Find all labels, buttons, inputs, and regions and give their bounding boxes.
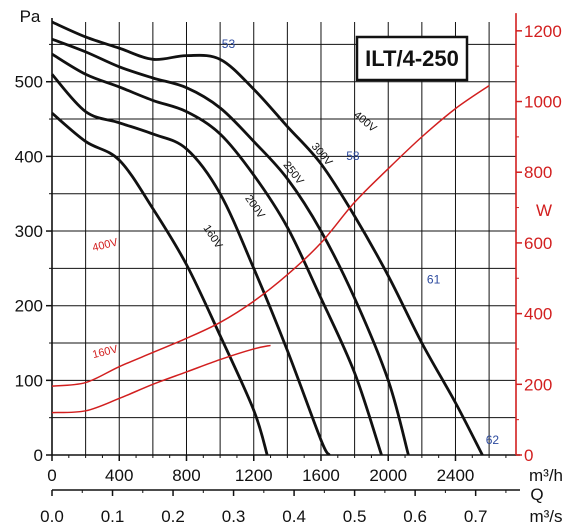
- y-right-tick-label: 600: [524, 234, 552, 253]
- y-left-axis-label: Pa: [20, 7, 41, 26]
- y-left-tick-label: 100: [15, 371, 43, 390]
- pressure-curve-160V: [51, 112, 269, 456]
- title-box: ILT/4-250: [355, 35, 469, 82]
- x-top-tick-label: 1600: [302, 466, 340, 485]
- x-bottom-tick-label: 0.5: [343, 507, 367, 526]
- point-label-61: 61: [427, 272, 441, 286]
- power-label-400V: 400V: [91, 236, 119, 254]
- x-top-tick-label: 400: [105, 466, 133, 485]
- x-top-tick-label: 1200: [235, 466, 273, 485]
- pressure-curve-300V: [51, 37, 410, 456]
- point-label-58: 58: [346, 149, 360, 163]
- x-bottom-tick-label: 0.7: [464, 507, 488, 526]
- x-top-tick-label: 0: [47, 466, 56, 485]
- x-bottom-tick-label: 0.4: [282, 507, 306, 526]
- y-right-axis-label: W: [536, 201, 552, 220]
- y-right-tick-label: 0: [524, 446, 533, 465]
- chart-title: ILT/4-250: [365, 46, 459, 71]
- y-right-tick-label: 1000: [524, 93, 562, 112]
- curve-label-160V: 160V: [201, 223, 225, 252]
- x-bottom-tick-label: 0.6: [403, 507, 427, 526]
- power-curve-400V: [51, 85, 490, 387]
- curve-label-200V: 200V: [242, 193, 267, 221]
- x-top-axis-label: m³/h: [529, 466, 563, 485]
- title-frame: [355, 35, 469, 82]
- y-right-tick-label: 1200: [524, 22, 562, 41]
- power-curve-160V: [51, 344, 271, 414]
- x-bottom-tick-label: 0.0: [40, 507, 64, 526]
- x-top-tick-label: 800: [172, 466, 200, 485]
- pressure-curve-250V: [51, 52, 383, 456]
- power-label-160V: 160V: [91, 343, 119, 361]
- curve-label-400V: 400V: [351, 109, 379, 135]
- pressure-curve-200V: [50, 73, 331, 456]
- y-right-tick-label: 800: [524, 163, 552, 182]
- x-top-tick-label: 2000: [369, 466, 407, 485]
- y-left-tick-label: 300: [15, 222, 43, 241]
- pressure-curves: [50, 20, 484, 456]
- grid: [52, 22, 516, 455]
- x-bottom-tick-label: 0.3: [222, 507, 246, 526]
- x-axis-q-label: Q: [530, 485, 543, 504]
- x-bottom-axis-label: m³/s: [529, 507, 562, 526]
- point-label-53: 53: [222, 37, 236, 51]
- pressure-curve-400V: [51, 20, 484, 456]
- x-bottom-tick-label: 0.1: [101, 507, 125, 526]
- y-left-tick-label: 200: [15, 297, 43, 316]
- x-top-tick-label: 2400: [437, 466, 475, 485]
- y-right-tick-label: 400: [524, 305, 552, 324]
- y-left-tick-label: 400: [15, 147, 43, 166]
- power-curves: [51, 85, 490, 414]
- axes: 0 100 200 300 400 500 Pa 0 200 400 600 800 1000 1200 W…: [15, 7, 563, 526]
- y-right-tick-label: 200: [524, 375, 552, 394]
- point-label-62: 62: [486, 433, 500, 447]
- x-bottom-tick-label: 0.2: [161, 507, 185, 526]
- y-left-tick-label: 0: [34, 446, 43, 465]
- y-left-tick-label: 500: [15, 73, 43, 92]
